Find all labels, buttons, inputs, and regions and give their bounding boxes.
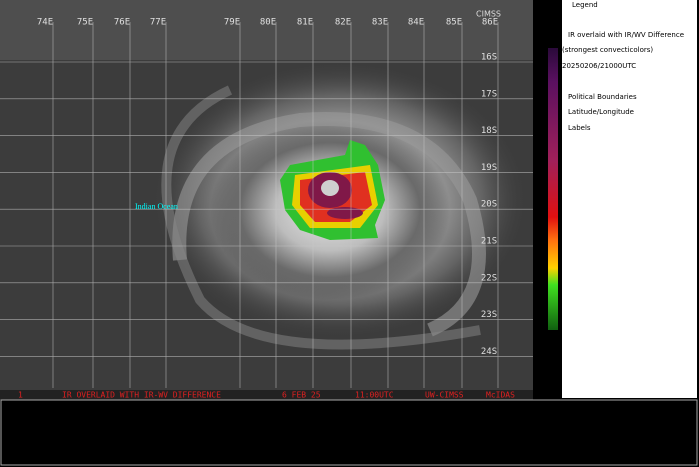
legend-item: Political Boundaries [568,93,637,101]
lat-label: 17S [481,89,497,99]
colorbar-label: -4 [538,68,546,77]
legend-timestamp: 20250206/21000UTC [562,62,637,70]
lat-label: 20S [481,200,497,210]
lat-label: 22S [481,273,497,283]
legend-title: Legend [572,1,598,9]
lon-label: 76E [114,18,130,28]
lon-label: 82E [335,18,351,28]
lon-label: 80E [260,18,276,28]
colorbar [548,48,558,330]
convection-overlay [280,140,385,240]
lon-label: 74E [37,18,53,28]
lat-label: 23S [481,310,497,320]
colorbar-title: IR-WV [536,350,556,356]
place-label: Indian Ocean [135,202,178,211]
legend-product: IR overlaid with IR/WV Difference [568,31,684,39]
legend-item: Labels [568,124,591,132]
colorbar-label: 0 [541,324,546,333]
lat-label: 16S [481,53,497,63]
colorbar-label: -1 [538,260,546,269]
lat-label: 18S [481,126,497,136]
footer-source: UW-CIMSS [425,391,464,400]
lon-label: 84E [408,18,424,28]
lon-label: 85E [446,18,462,28]
lon-label: 81E [297,18,313,28]
lat-label: 19S [481,163,497,173]
lat-label: 24S [481,347,497,357]
legend-item: Latitude/Longitude [568,108,634,116]
footer-time: 11:00UTC [355,391,394,400]
footer-date: 6 FEB 25 [282,391,321,400]
colorbar-label: -2 [538,196,546,205]
lat-lon-grid [0,22,533,388]
legend-panel: Legend IR overlaid with IR/WV Difference… [562,0,697,398]
logo: CIMSS [476,10,501,19]
lon-label: 86E [482,18,498,28]
footer-product: IR OVERLAID WITH IR-WV DIFFERENCE [62,391,221,400]
lon-label: 83E [372,18,388,28]
legend-subtitle: (strongest convecticolors) [562,46,654,54]
lon-label: 75E [77,18,93,28]
lat-label: 21S [481,237,497,247]
lon-label: 77E [150,18,166,28]
colorbar-unit: (degC) [538,357,555,364]
lon-label: 79E [224,18,240,28]
footer-system: McIDAS [486,391,515,400]
footer-frame: 1 [18,391,23,400]
colorbar-label: -3 [538,132,546,141]
